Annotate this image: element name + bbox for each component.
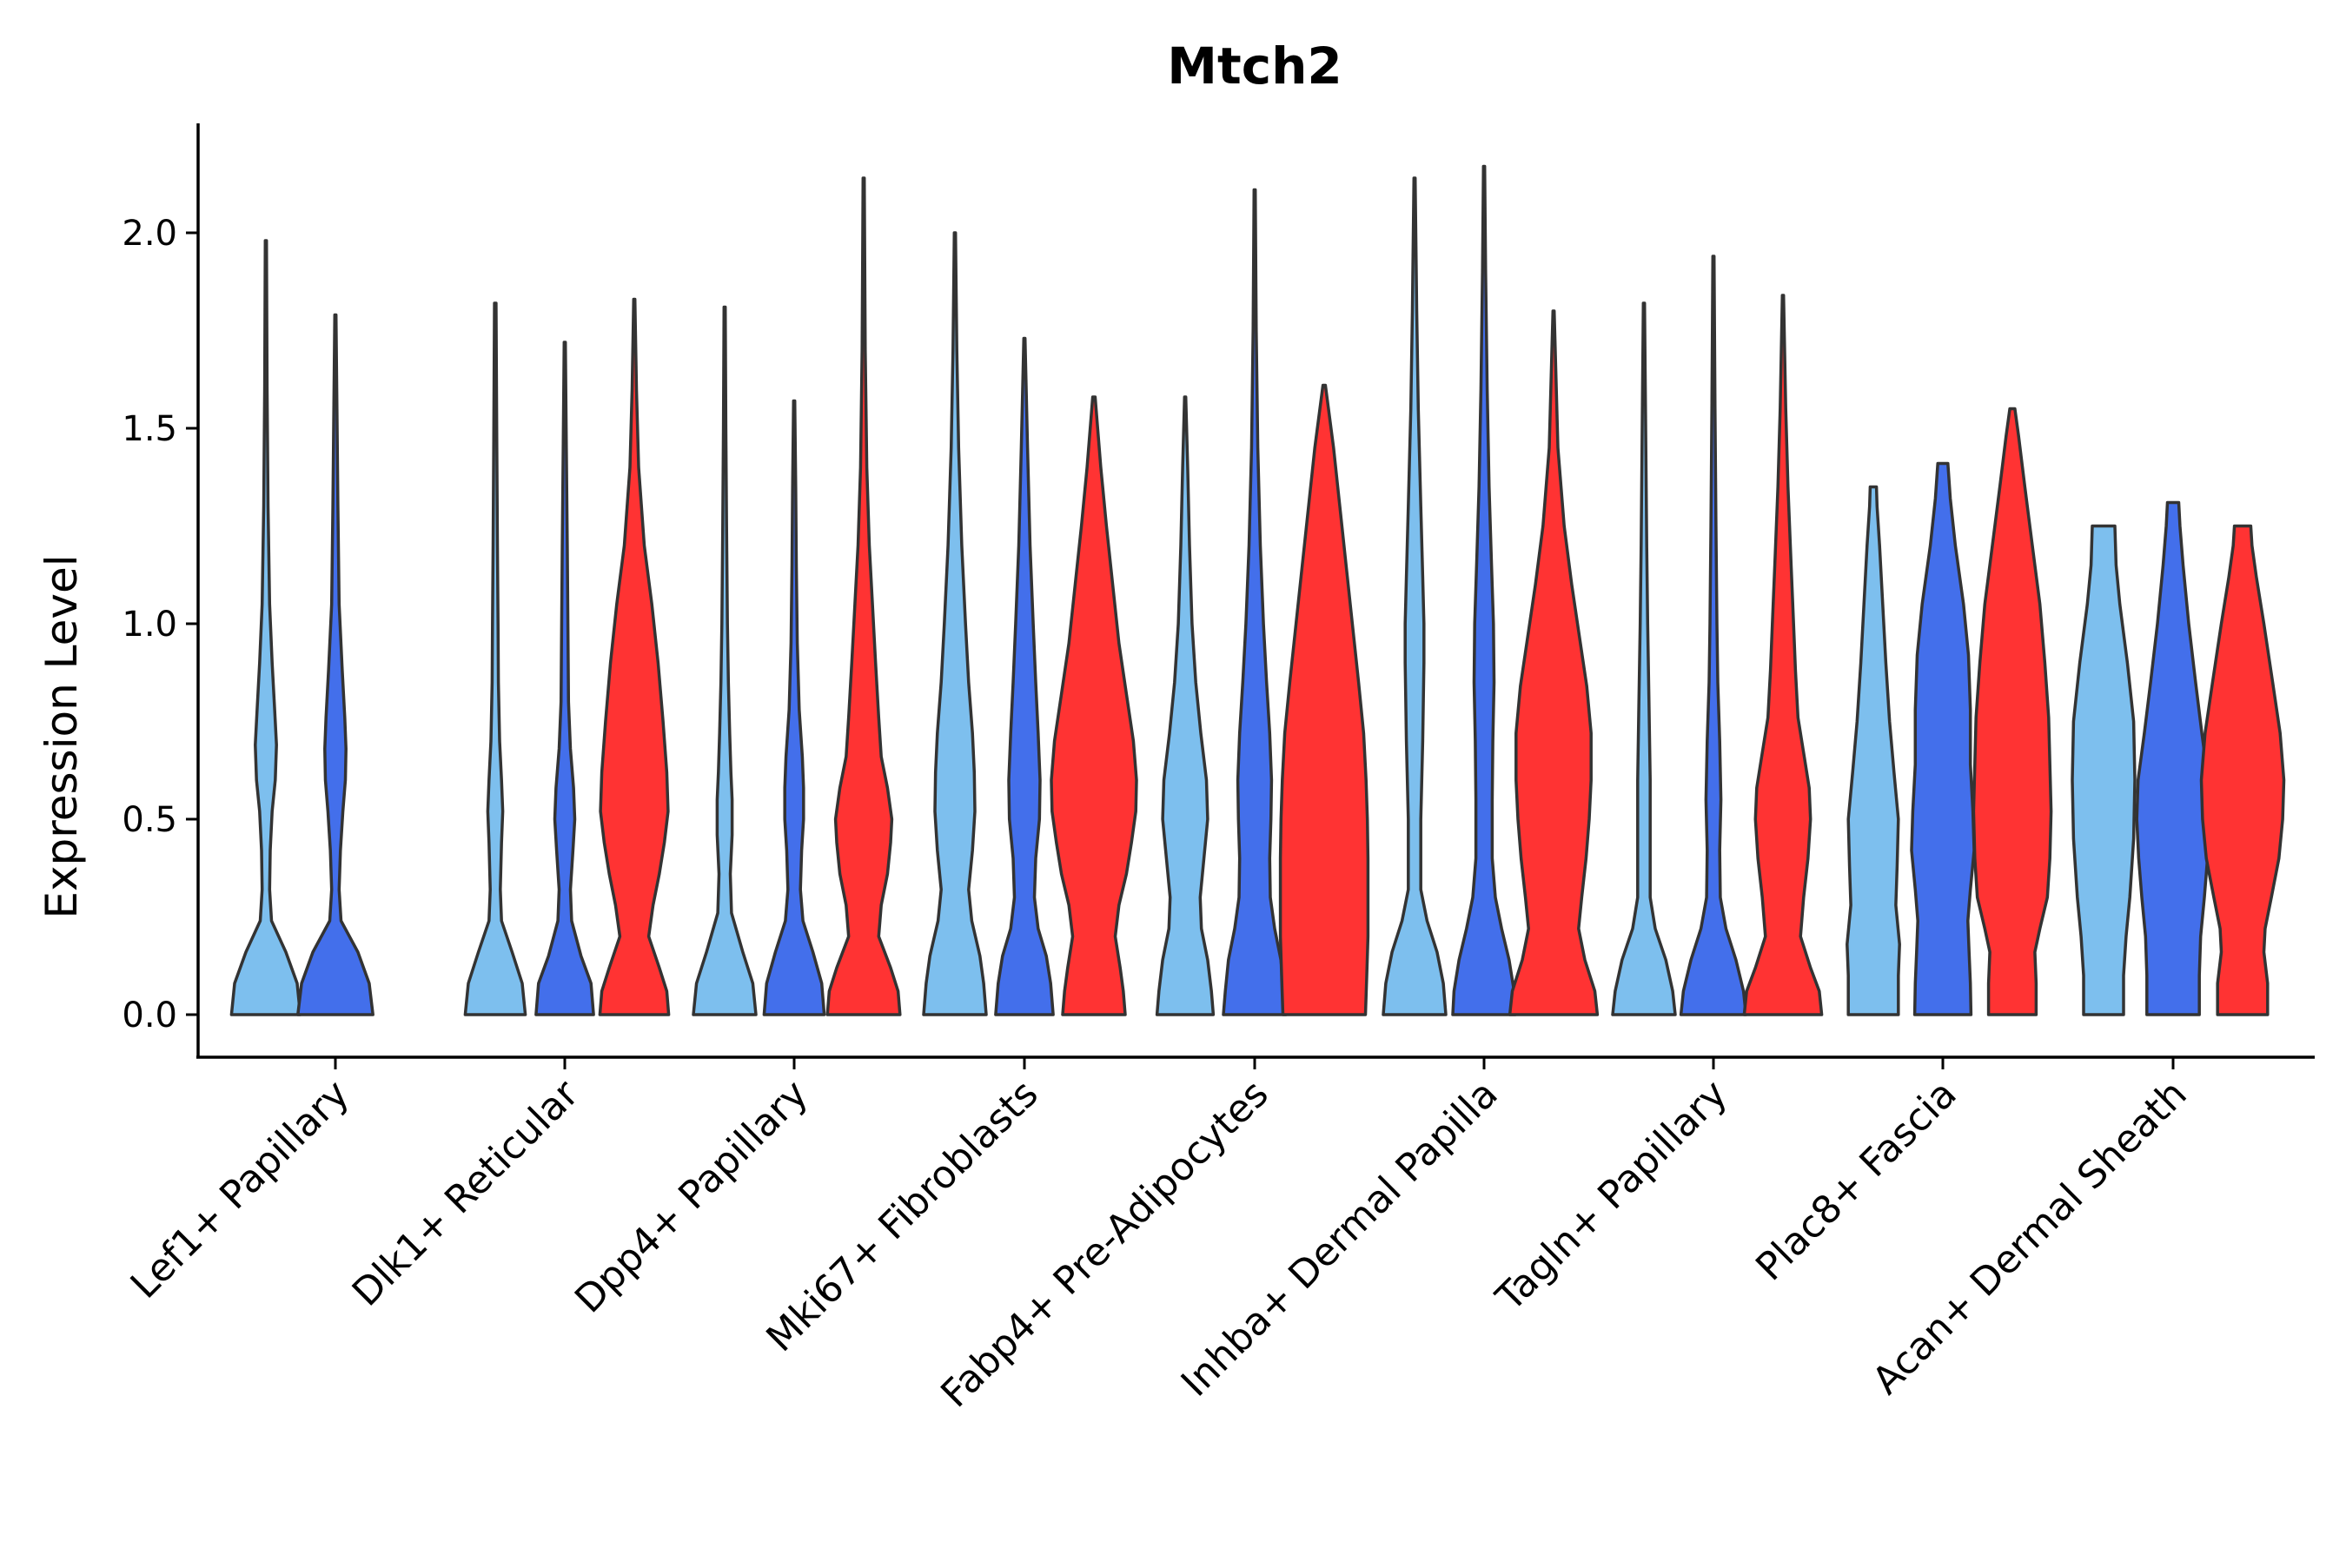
violin-group-1-0 — [229, 239, 302, 1016]
violin-group-2-2 — [762, 399, 826, 1016]
violin-group-2-1 — [534, 341, 595, 1016]
violin-group-3-4 — [1278, 383, 1370, 1016]
violin-group-1-5 — [1382, 176, 1448, 1016]
violin-group-1-3 — [922, 231, 988, 1016]
violin-group-1-8 — [2071, 524, 2137, 1016]
violin-group-2-0 — [296, 313, 374, 1016]
x-tick-label: Tagln+ Papillary — [1488, 1072, 1736, 1320]
y-tick-label: 1.5 — [122, 409, 177, 449]
violin-group-3-3 — [1050, 395, 1138, 1016]
y-tick-label: 2.0 — [122, 214, 177, 254]
violin-group-2-5 — [1451, 164, 1517, 1016]
violin-group-1-2 — [692, 305, 758, 1016]
x-tick-label: Dpp4+ Papillary — [567, 1072, 817, 1322]
chart-title: Mtch2 — [1167, 36, 1342, 96]
y-tick-label: 0.5 — [122, 800, 177, 840]
violin-group-3-8 — [2199, 524, 2286, 1016]
violin-group-3-2 — [825, 176, 902, 1016]
violin-group-2-3 — [994, 336, 1055, 1016]
y-tick-label: 1.0 — [122, 605, 177, 645]
violin-group-2-6 — [1679, 255, 1748, 1016]
violin-group-2-7 — [1910, 461, 1976, 1016]
violins — [229, 164, 2286, 1016]
violin-group-1-7 — [1846, 485, 1901, 1016]
violin-group-3-5 — [1508, 309, 1600, 1016]
y-tick-label: 0.0 — [122, 996, 177, 1035]
x-tick-label: Dlk1+ Reticular — [344, 1071, 588, 1315]
x-tick-label: Plac8+ Fascia — [1747, 1072, 1965, 1290]
violin-group-2-8 — [2135, 500, 2211, 1016]
y-ticks: 0.0 0.5 1.0 1.5 2.0 — [122, 214, 198, 1035]
violin-group-2-4 — [1222, 188, 1288, 1016]
violin-group-1-6 — [1611, 301, 1677, 1016]
violin-group-3-6 — [1742, 294, 1824, 1016]
y-axis-label: Expression Level — [36, 554, 87, 918]
violin-group-1-1 — [463, 301, 527, 1016]
violin-group-3-7 — [1972, 407, 2053, 1016]
violin-group-3-1 — [598, 297, 671, 1016]
x-tick-label: Lef1+ Papillary — [123, 1072, 358, 1307]
violin-group-1-4 — [1155, 395, 1216, 1016]
